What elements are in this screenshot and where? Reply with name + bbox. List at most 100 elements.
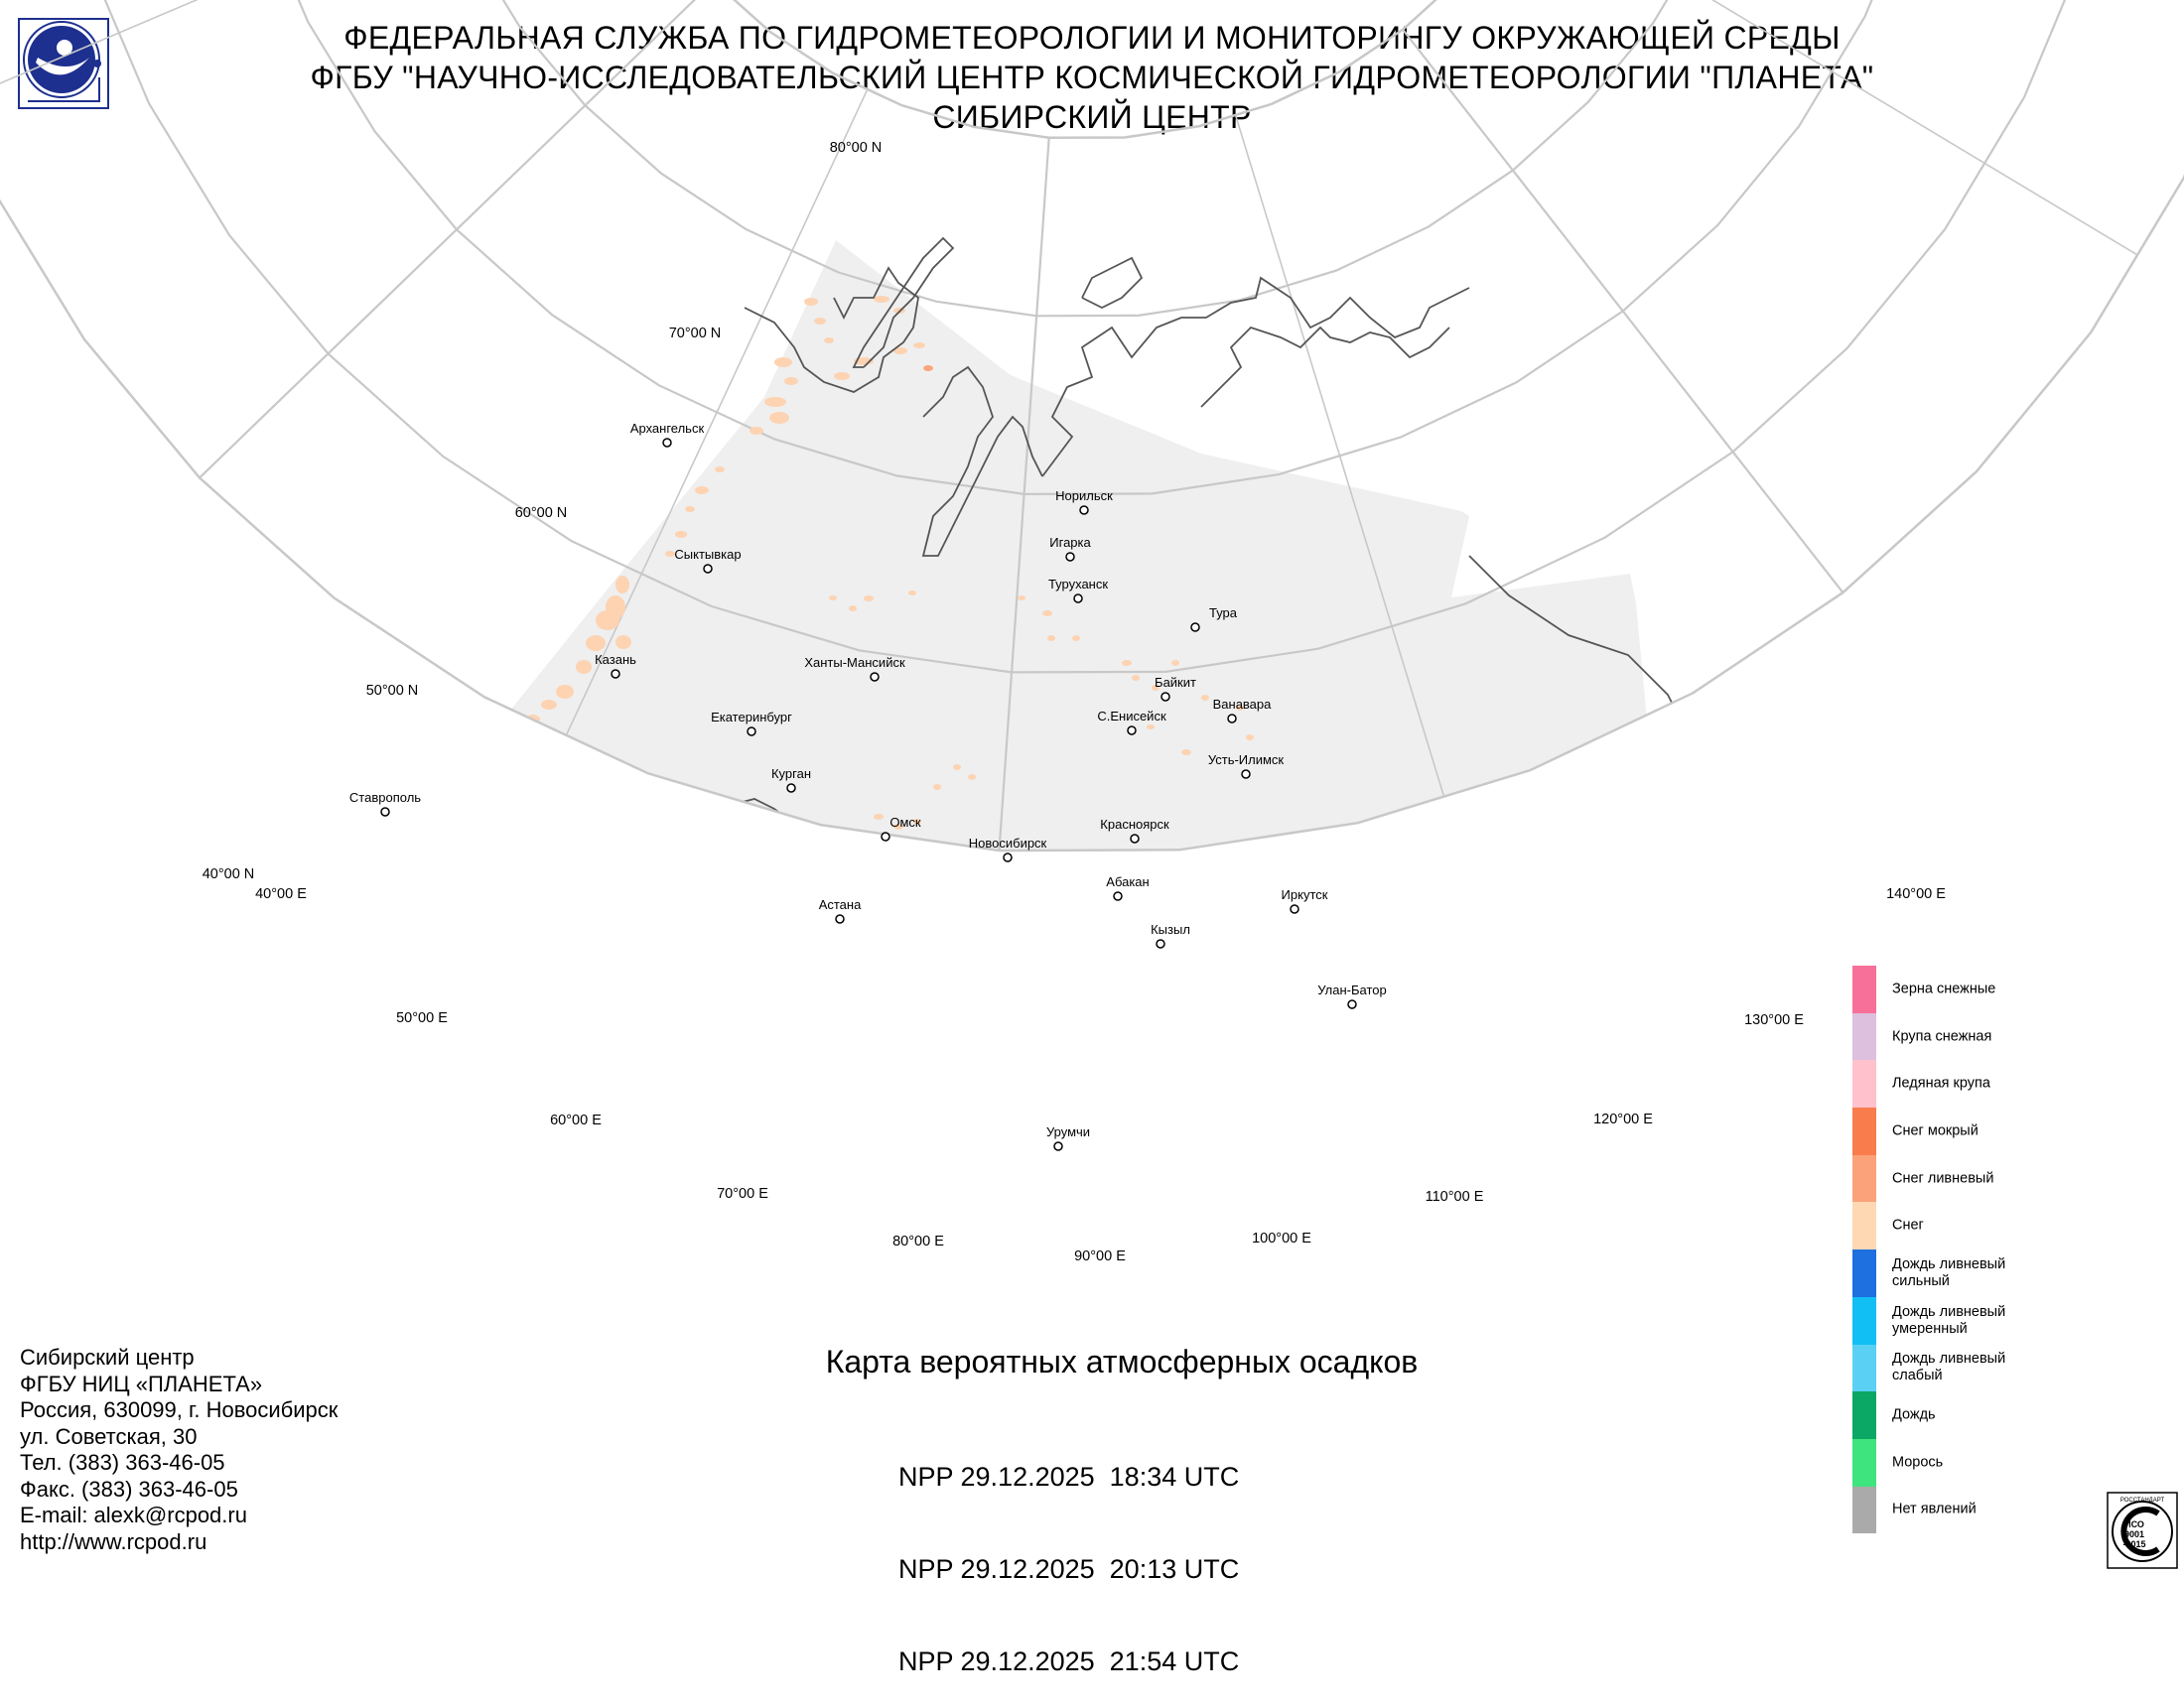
precipitation-patch xyxy=(496,734,514,748)
city-marker-icon xyxy=(1290,904,1299,914)
svg-text:-2015: -2015 xyxy=(2122,1539,2145,1549)
longitude-label: 40°00 E xyxy=(255,886,307,902)
city-label: Иркутск xyxy=(1282,887,1328,902)
legend-swatch xyxy=(1852,1249,1876,1297)
city-marker-icon xyxy=(1227,714,1237,723)
precipitation-patch xyxy=(506,923,514,931)
precipitation-patch xyxy=(1042,610,1052,616)
precipitation-patch xyxy=(740,1087,748,1095)
coastline xyxy=(337,723,497,851)
city-marker-icon xyxy=(1241,769,1251,779)
coastline xyxy=(308,854,377,953)
contact-line: Россия, 630099, г. Новосибирск xyxy=(20,1397,339,1422)
city-label: Норильск xyxy=(1055,488,1113,503)
longitude-label: 70°00 E xyxy=(717,1186,768,1202)
coastline xyxy=(556,963,953,1191)
satellite-coverage-area xyxy=(397,240,1673,851)
precipitation-patch xyxy=(556,685,574,699)
precipitation-patch xyxy=(1047,635,1055,641)
precipitation-patch xyxy=(496,883,508,893)
city-label: Урумчи xyxy=(1046,1124,1090,1139)
precipitation-patch xyxy=(953,764,961,770)
precipitation-patch xyxy=(457,953,467,961)
coastline xyxy=(516,1032,675,1112)
city: Усть-Илимск xyxy=(1208,752,1285,779)
precipitation-patch xyxy=(516,739,526,747)
longitude-label: 80°00 E xyxy=(892,1234,944,1249)
city-label: Ставрополь xyxy=(349,790,421,805)
latitude-label: 40°00 N xyxy=(203,866,255,882)
precipitation-patch xyxy=(764,397,786,407)
precipitation-map: 80°00 N 70°00 N 60°00 N 50°00 N 40°00 N40°00… xyxy=(0,0,2184,1264)
precipitation-patch xyxy=(933,784,941,790)
city-label: Улан-Батор xyxy=(1317,983,1386,997)
longitude-label: 120°00 E xyxy=(1593,1112,1653,1127)
city: Ставрополь xyxy=(349,790,421,817)
legend-item: Снег мокрый xyxy=(1852,1108,2170,1155)
precipitation-patch xyxy=(665,551,675,557)
city-label: Кызыл xyxy=(1151,922,1190,937)
legend-label: Дождь ливневый умеренный xyxy=(1892,1303,2006,1337)
meridian-line xyxy=(199,0,715,479)
meridian-line xyxy=(1235,116,1446,801)
city-marker-icon xyxy=(747,726,756,736)
precipitation-patch xyxy=(1062,1186,1070,1192)
city: Абакан xyxy=(1106,874,1150,901)
legend-swatch xyxy=(1852,1391,1876,1439)
city: Туруханск xyxy=(1048,577,1108,603)
city: С.Енисейск xyxy=(1097,709,1166,735)
city: Ванавара xyxy=(1213,697,1273,723)
coastline xyxy=(1200,326,1450,408)
precipitation-patch xyxy=(1246,734,1254,740)
precipitation-patch xyxy=(506,720,518,735)
precipitation-patch xyxy=(814,318,826,325)
city-marker-icon xyxy=(1156,939,1165,949)
precipitation-patch xyxy=(908,591,916,595)
legend-swatch xyxy=(1852,1438,1876,1487)
coastline xyxy=(457,873,516,1032)
precipitation-patch xyxy=(685,506,695,512)
contact-line: Факс. (383) 363-46-05 xyxy=(20,1476,238,1502)
precipitation-patch xyxy=(849,605,857,611)
precipitation-patch xyxy=(1122,1151,1144,1163)
precipitation-patch xyxy=(1132,675,1140,681)
precipitation-patch xyxy=(1122,660,1132,666)
city-label: Казань xyxy=(595,652,636,667)
iso-certification-badge: РОССТАНДАРТ ИСО 9001 -2015 xyxy=(2107,1492,2178,1569)
city-marker-icon xyxy=(881,832,890,842)
longitude-label: 110°00 E xyxy=(1426,1189,1484,1205)
meridian-line xyxy=(998,137,1050,851)
legend-item: Дождь ливневый умеренный xyxy=(1852,1296,2170,1345)
city-label: Ванавара xyxy=(1213,697,1273,712)
city-label: Архангельск xyxy=(630,421,705,436)
coastline xyxy=(1062,923,1549,1141)
svg-text:9001: 9001 xyxy=(2124,1529,2144,1539)
city-marker-icon xyxy=(1073,593,1083,603)
precipitation-patch xyxy=(913,342,925,348)
meridian-line xyxy=(564,89,868,739)
pass-line: NPP 29.12.2025 20:13 UTC xyxy=(898,1554,1240,1584)
legend-swatch xyxy=(1852,1154,1876,1203)
header: ФЕДЕРАЛЬНАЯ СЛУЖБА ПО ГИДРОМЕТЕОРОЛОГИИ … xyxy=(149,18,2035,137)
legend-label: Ледяная крупа xyxy=(1892,1075,1990,1092)
city: Курган xyxy=(771,766,811,793)
city-label: Астана xyxy=(819,897,862,912)
city-marker-icon xyxy=(1065,552,1075,562)
city: Урумчи xyxy=(1046,1124,1090,1151)
precipitation-patch xyxy=(913,819,921,825)
city-marker-icon xyxy=(662,438,672,448)
contact-line: ФГБУ НИЦ «ПЛАНЕТА» xyxy=(20,1371,263,1396)
city-marker-icon xyxy=(1160,692,1170,702)
coastline xyxy=(834,923,993,1141)
precipitation-patch xyxy=(864,595,874,601)
precipitation-patch xyxy=(1152,685,1160,691)
precipitation-patch xyxy=(809,844,817,850)
precipitation-patch xyxy=(804,298,818,306)
city-label: Тура xyxy=(1209,605,1238,620)
precipitation-patch xyxy=(442,854,452,861)
city-label: Туруханск xyxy=(1048,577,1108,591)
city-label: Усть-Илимск xyxy=(1208,752,1285,767)
city-markers: Архангельск Сыктывкар Казань Ставрополь Екат… xyxy=(349,421,1387,1151)
city-marker-icon xyxy=(703,564,713,574)
longitude-label: 90°00 E xyxy=(1074,1248,1126,1264)
